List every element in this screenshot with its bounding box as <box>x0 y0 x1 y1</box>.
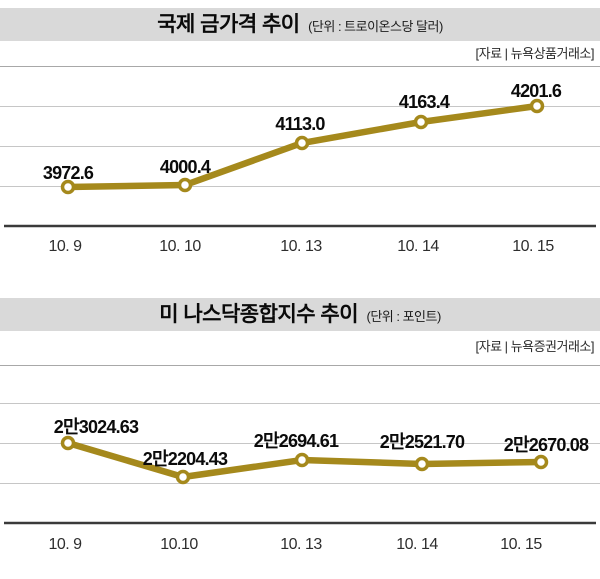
nasdaq-chart-source-label: [자료 | 뉴욕증권거래소] <box>475 339 595 354</box>
value-label: 4113.0 <box>275 114 325 134</box>
data-point-marker <box>529 98 545 114</box>
value-label: 2만2521.70 <box>380 432 465 452</box>
x-tick-label: 10. 14 <box>397 238 439 255</box>
gold-chart-title: 국제 금가격 추이 <box>157 13 300 36</box>
gold-chart-source-label: [자료 | 뉴욕상품거래소] <box>475 46 595 61</box>
x-tick-label: 10. 15 <box>500 536 542 553</box>
value-label: 2만2694.61 <box>254 431 339 451</box>
data-point-marker <box>294 135 310 151</box>
data-point-marker <box>533 454 549 470</box>
x-tick-label: 10. 9 <box>48 238 82 255</box>
data-point-marker <box>414 456 430 472</box>
data-point-marker <box>60 435 76 451</box>
value-label: 4000.4 <box>160 157 211 177</box>
value-label: 3972.6 <box>43 163 94 183</box>
gold-chart-title-bar: 국제 금가격 추이 (단위 : 트로이온스당 달러) <box>0 8 600 41</box>
data-point-marker <box>175 469 191 485</box>
x-tick-label: 10. 14 <box>396 536 438 553</box>
value-label: 2만2204.43 <box>143 449 228 469</box>
gold-price-line-chart: 3972.6 4000.4 4113.0 4163.4 4201.6 10. 9 10. 1… <box>0 66 600 255</box>
nasdaq-chart-unit-label: (단위 : 포인트) <box>366 309 442 324</box>
value-label: 2만2670.08 <box>504 435 589 455</box>
x-tick-label: 10. 10 <box>159 238 201 255</box>
x-tick-label: 10. 13 <box>280 536 322 553</box>
nasdaq-chart-section: 미 나스닥종합지수 추이 (단위 : 포인트) [자료 | 뉴욕증권거래소] 2… <box>0 298 600 579</box>
x-tick-label: 10. 15 <box>512 238 554 255</box>
news-graphic-page: 국제 금가격 추이 (단위 : 트로이온스당 달러) [자료 | 뉴욕상품거래소… <box>0 8 600 579</box>
x-tick-label: 10.10 <box>160 536 198 553</box>
x-tick-label: 10. 9 <box>48 536 82 553</box>
gold-chart-unit-label: (단위 : 트로이온스당 달러) <box>308 19 443 34</box>
value-label: 2만3024.63 <box>54 417 139 437</box>
data-point-marker <box>177 177 193 193</box>
data-point-marker <box>60 179 76 195</box>
nasdaq-chart-title-bar: 미 나스닥종합지수 추이 (단위 : 포인트) <box>0 298 600 331</box>
gold-price-chart-section: 국제 금가격 추이 (단위 : 트로이온스당 달러) [자료 | 뉴욕상품거래소… <box>0 8 600 256</box>
data-point-marker <box>294 452 310 468</box>
nasdaq-chart-title: 미 나스닥종합지수 추이 <box>159 303 359 326</box>
value-label: 4163.4 <box>399 92 450 112</box>
data-point-marker <box>413 114 429 130</box>
x-tick-label: 10. 13 <box>280 238 322 255</box>
value-label: 4201.6 <box>511 81 562 101</box>
